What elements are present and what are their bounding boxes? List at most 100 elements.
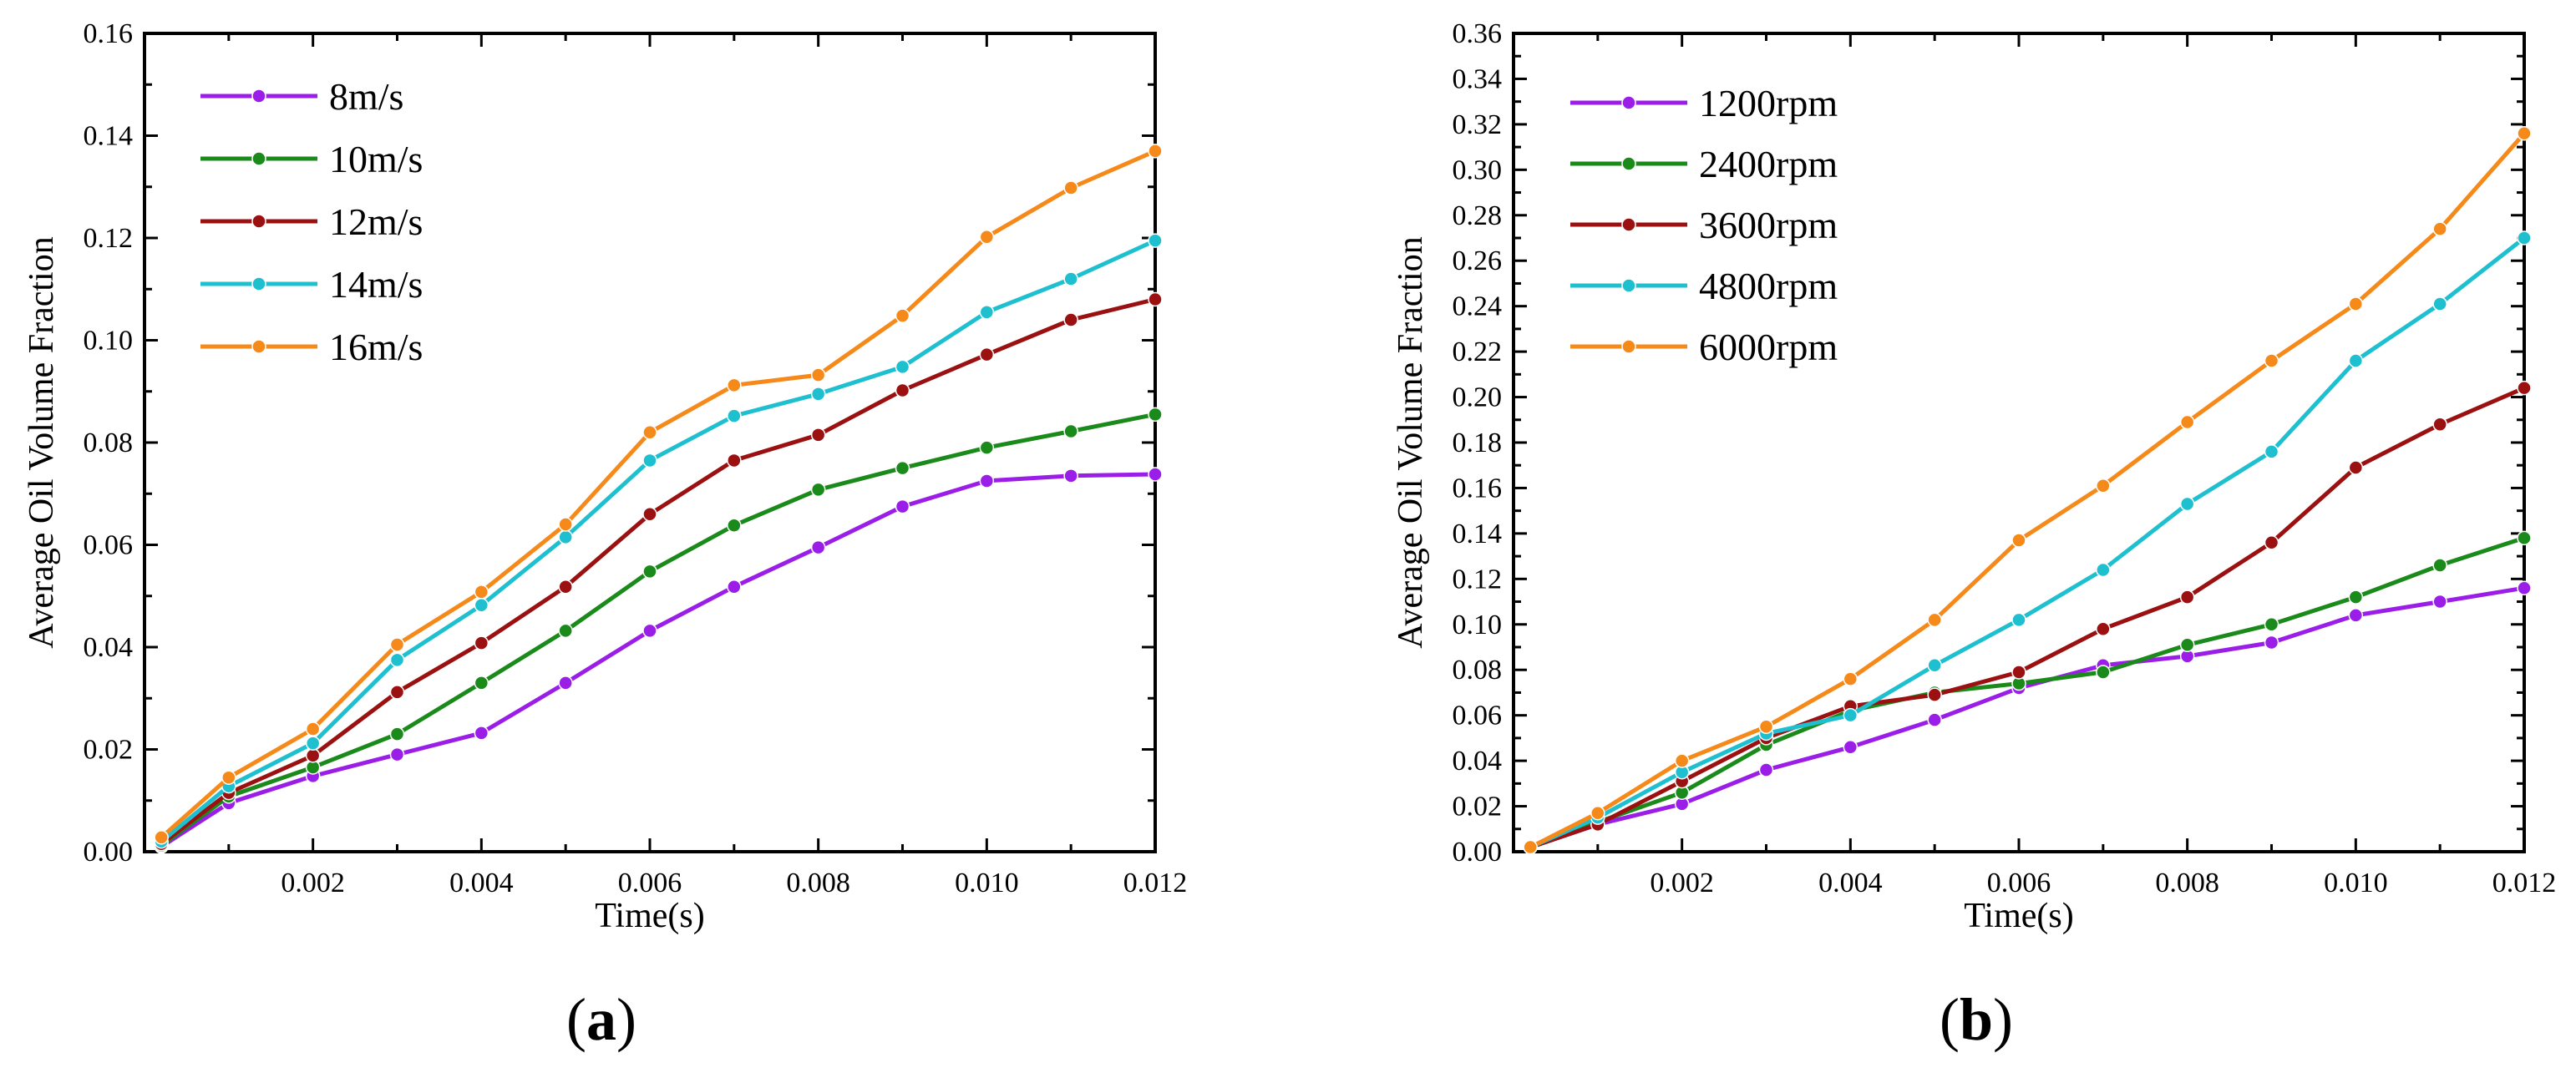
data-point-a-4 — [1063, 180, 1078, 195]
data-point-a-4 — [558, 517, 573, 532]
x-tick-label-a: 0.010 — [955, 868, 1019, 898]
y-tick-label-b: 0.08 — [1453, 655, 1503, 686]
y-tick-label-a: 0.14 — [84, 121, 134, 152]
panel-label-b: (b) — [1940, 986, 2014, 1053]
data-point-a-2 — [642, 507, 657, 522]
data-point-b-4 — [1523, 839, 1538, 855]
data-point-a-4 — [810, 367, 826, 382]
legend-label-b-2: 3600rpm — [1699, 204, 1838, 246]
data-point-b-2 — [2179, 590, 2195, 605]
data-point-a-2 — [1148, 291, 1163, 307]
y-tick-label-a: 0.16 — [84, 18, 134, 49]
panel-label-a: (a) — [566, 986, 636, 1053]
data-point-b-0 — [2348, 608, 2364, 623]
data-point-a-4 — [221, 770, 236, 785]
data-point-b-4 — [2432, 221, 2447, 236]
data-point-a-1 — [389, 726, 405, 741]
x-tick-label-a: 0.004 — [449, 868, 514, 898]
data-point-b-4 — [2264, 353, 2279, 368]
data-point-b-4 — [1590, 805, 1605, 821]
x-tick-label-b: 0.010 — [2324, 868, 2388, 898]
data-point-a-1 — [979, 440, 995, 455]
legend-label-b-0: 1200rpm — [1699, 82, 1838, 124]
data-point-a-2 — [1063, 312, 1078, 327]
legend-marker-a-3 — [251, 276, 266, 291]
data-point-a-1 — [474, 676, 489, 691]
legend-marker-a-4 — [251, 339, 266, 354]
data-point-b-0 — [2264, 635, 2279, 650]
legend-marker-b-2 — [1621, 217, 1636, 232]
data-point-b-4 — [2179, 414, 2195, 430]
data-point-b-1 — [2432, 558, 2447, 573]
legend-marker-a-0 — [251, 89, 266, 104]
legend-label-a-1: 10m/s — [329, 138, 423, 180]
y-tick-label-a: 0.12 — [84, 223, 134, 254]
legend-label-a-2: 12m/s — [329, 200, 423, 243]
data-point-a-4 — [979, 230, 995, 245]
data-point-b-4 — [1758, 719, 1774, 735]
y-tick-label-b: 0.06 — [1453, 701, 1503, 731]
data-point-b-4 — [2011, 533, 2026, 548]
data-point-b-3 — [2517, 230, 2532, 245]
legend-label-b-3: 4800rpm — [1699, 265, 1838, 307]
x-tick-label-b: 0.002 — [1650, 868, 1714, 898]
data-point-a-4 — [642, 425, 657, 440]
data-point-a-1 — [810, 482, 826, 498]
y-tick-label-b: 0.30 — [1453, 154, 1503, 185]
y-tick-label-b: 0.16 — [1453, 473, 1503, 504]
data-point-a-2 — [979, 347, 995, 362]
x-tick-label-a: 0.008 — [786, 868, 850, 898]
y-tick-label-b: 0.10 — [1453, 610, 1503, 640]
x-tick-label-a: 0.012 — [1123, 868, 1188, 898]
x-tick-label-b: 0.012 — [2492, 868, 2557, 898]
data-point-a-2 — [389, 685, 405, 700]
legend-marker-a-1 — [251, 151, 266, 166]
x-axis-label-b: Time(s) — [1964, 897, 2073, 935]
data-point-a-2 — [810, 428, 826, 443]
data-point-b-1 — [2264, 617, 2279, 632]
data-point-b-0 — [2517, 580, 2532, 595]
y-tick-label-b: 0.32 — [1453, 109, 1503, 140]
data-point-a-1 — [1063, 423, 1078, 439]
data-point-b-2 — [2264, 535, 2279, 550]
legend-label-b-1: 2400rpm — [1699, 143, 1838, 185]
data-point-b-2 — [2011, 665, 2026, 680]
legend-marker-b-0 — [1621, 95, 1636, 110]
data-point-b-4 — [2348, 296, 2364, 311]
data-point-a-0 — [810, 539, 826, 555]
data-point-a-3 — [305, 736, 321, 751]
y-axis-label-b: Average Oil Volume Fraction — [1392, 236, 1430, 648]
data-point-a-3 — [810, 387, 826, 402]
data-point-a-2 — [305, 748, 321, 763]
legend-marker-b-1 — [1621, 156, 1636, 171]
y-tick-label-b: 0.02 — [1453, 792, 1503, 822]
y-tick-label-b: 0.24 — [1453, 291, 1503, 322]
data-point-a-1 — [1148, 407, 1163, 423]
data-point-a-0 — [1148, 467, 1163, 482]
data-point-a-3 — [979, 305, 995, 320]
data-point-a-4 — [727, 377, 742, 393]
data-point-a-0 — [474, 726, 489, 741]
data-point-b-4 — [2517, 126, 2532, 141]
data-point-a-0 — [727, 579, 742, 595]
data-point-a-2 — [558, 579, 573, 595]
data-point-a-0 — [1063, 468, 1078, 483]
legend-label-b-4: 6000rpm — [1699, 326, 1838, 368]
data-point-a-3 — [1063, 271, 1078, 286]
x-tick-label-a: 0.002 — [281, 868, 345, 898]
data-point-a-0 — [642, 623, 657, 639]
data-point-a-1 — [558, 623, 573, 639]
data-point-b-3 — [2096, 562, 2111, 578]
y-tick-label-a: 0.00 — [84, 837, 134, 868]
x-tick-label-b: 0.008 — [2155, 868, 2219, 898]
data-point-a-3 — [1148, 233, 1163, 248]
y-tick-label-b: 0.26 — [1453, 245, 1503, 276]
legend-label-a-4: 16m/s — [329, 326, 423, 368]
data-point-b-2 — [2348, 460, 2364, 475]
y-tick-label-a: 0.04 — [84, 632, 134, 663]
data-point-b-1 — [2348, 590, 2364, 605]
data-point-a-1 — [727, 518, 742, 533]
data-point-a-1 — [895, 460, 910, 476]
